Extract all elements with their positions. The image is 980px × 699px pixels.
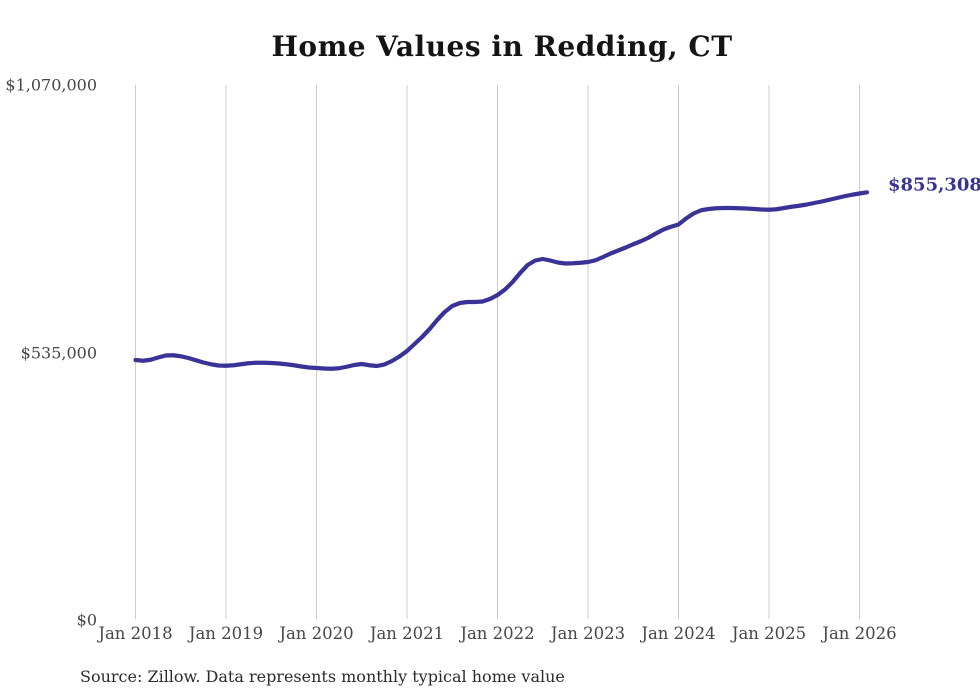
x-axis-tick-label: Jan 2025: [731, 624, 807, 643]
x-axis-tick-label: Jan 2022: [460, 624, 535, 643]
y-axis-tick-label-top: $1,070,000: [5, 75, 97, 95]
home-value-line: [133, 190, 870, 371]
y-axis-tick-label-zero: $0: [76, 610, 97, 630]
x-axis-tick-label: Jan 2019: [188, 624, 264, 643]
x-axis-tick-label: Jan 2023: [550, 624, 626, 643]
last-value-label: $855,308: [888, 174, 980, 196]
chart-title: Home Values in Redding, CT: [271, 30, 733, 63]
source-note: Source: Zillow. Data represents monthly …: [80, 667, 565, 686]
x-axis-tick-label: Jan 2026: [822, 624, 897, 643]
x-axis-tick-label: Jan 2020: [279, 624, 354, 643]
x-axis-tick-label: Jan 2018: [98, 624, 173, 643]
x-axis-tick-label: Jan 2021: [369, 624, 445, 643]
y-axis-tick-label-middle: $535,000: [20, 343, 97, 362]
x-axis-tick-label: Jan 2024: [641, 624, 716, 643]
